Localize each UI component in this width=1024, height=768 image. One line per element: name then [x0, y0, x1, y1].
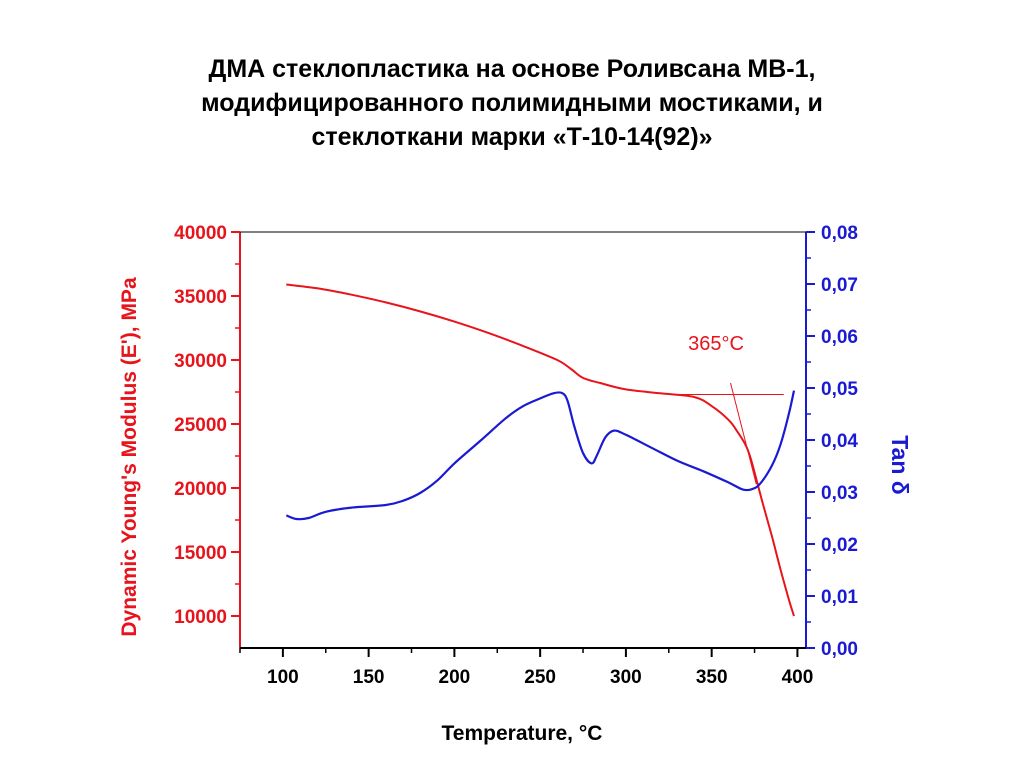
title-line-2: модифицированного полимидными мостиками,… — [201, 89, 823, 117]
x-tick-label: 350 — [696, 667, 728, 688]
y-right-tick-label: 0,06 — [821, 327, 858, 348]
tan-delta-series-line — [285, 390, 796, 521]
y-right-tick-label: 0,04 — [821, 431, 858, 452]
title-line-1: ДМА стеклопластика на основе Роливсана М… — [208, 55, 816, 83]
y-right-axis-label: Tan δ — [887, 435, 913, 495]
y-left-tick-label: 35000 — [174, 287, 227, 308]
drop-tangent-line — [730, 382, 757, 485]
title-line-3: стеклоткани марки «Т-10-14(92)» — [311, 123, 713, 151]
chart-title: ДМА стеклопластика на основе Роливсана М… — [0, 52, 1024, 154]
y-left-tick-labels: 40000 35000 30000 25000 20000 15000 10000 — [174, 223, 227, 628]
x-tick-label: 150 — [353, 667, 385, 688]
x-tick-label: 250 — [524, 667, 556, 688]
y-right-tick-label: 0,00 — [821, 639, 858, 660]
y-right-tick-label: 0,05 — [821, 379, 858, 400]
annotation-group: 365°C — [677, 333, 784, 485]
x-axis-label-text: Temperature, — [442, 722, 574, 745]
plot-lines — [285, 283, 796, 617]
y-left-tick-label: 25000 — [174, 415, 227, 436]
x-tick-label: 100 — [267, 667, 299, 688]
y-right-tick-label: 0,02 — [821, 535, 858, 556]
y-left-axis-label: Dynamic Young's Modulus (E'), MPa — [118, 277, 141, 637]
y-right-tick-label: 0,01 — [821, 587, 858, 608]
chart-axes — [231, 231, 815, 657]
x-axis-label-unit: °C — [579, 722, 603, 745]
modulus-series-line — [286, 283, 795, 617]
y-right-tick-label: 0,07 — [821, 275, 858, 296]
y-right-tick-label: 0,08 — [821, 223, 858, 244]
y-left-tick-label: 10000 — [174, 607, 227, 628]
x-tick-label: 200 — [439, 667, 471, 688]
y-left-tick-label: 30000 — [174, 351, 227, 372]
x-tick-labels: 100 150 200 250 300 350 400 — [267, 667, 813, 688]
y-right-tick-label: 0,03 — [821, 483, 858, 504]
y-left-tick-label: 40000 — [174, 223, 227, 244]
x-axis-label: Temperature, °C — [442, 722, 603, 745]
y-left-tick-label: 20000 — [174, 479, 227, 500]
y-left-tick-label: 15000 — [174, 543, 227, 564]
x-tick-label: 300 — [610, 667, 642, 688]
x-tick-label: 400 — [782, 667, 814, 688]
annotation-label: 365°C — [688, 333, 744, 355]
y-right-tick-labels: 0,08 0,07 0,06 0,05 0,04 0,03 0,02 0,01 0,00 — [821, 223, 858, 660]
